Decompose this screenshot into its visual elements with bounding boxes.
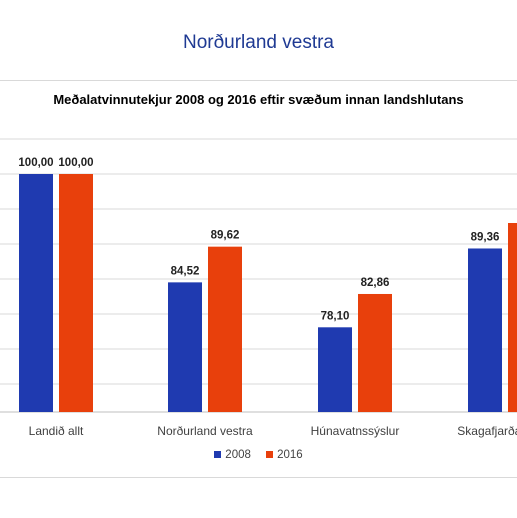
legend-item-2016: 2016 bbox=[266, 449, 303, 461]
category-labels: Landið allt Norðurland vestra Húnavatnssýs… bbox=[29, 424, 517, 438]
bar-2016-2 bbox=[358, 293, 392, 412]
legend-label-2008: 2008 bbox=[225, 449, 251, 461]
legend-swatch-2008 bbox=[214, 451, 222, 459]
category-label-1: Norðurland vestra bbox=[157, 424, 253, 438]
data-label-2016-2: 82,86 bbox=[361, 277, 390, 289]
data-label-2016-1: 89,62 bbox=[211, 230, 240, 242]
chart-frame bbox=[0, 80, 517, 518]
bar-2016-3 bbox=[508, 223, 517, 412]
legend: 2008 2016 bbox=[0, 449, 517, 461]
legend-swatch-2016 bbox=[266, 451, 274, 459]
category-label-3: Skagafjarðarsýsla bbox=[457, 424, 517, 438]
bar-2008-1 bbox=[168, 282, 202, 412]
category-label-0: Landið allt bbox=[29, 424, 84, 438]
bar-2008-0 bbox=[19, 174, 53, 412]
chart-title: Meðalatvinnutekjur 2008 og 2016 eftir sv… bbox=[53, 92, 464, 107]
legend-label-2016: 2016 bbox=[277, 449, 303, 461]
bar-2008-3 bbox=[468, 248, 502, 412]
page-title: Norðurland vestra bbox=[182, 32, 335, 53]
data-label-2008-0: 100,00 bbox=[18, 157, 53, 169]
data-label-2008-2: 78,10 bbox=[321, 310, 350, 322]
bar-2016-0 bbox=[59, 174, 93, 412]
data-label-2008-3: 89,36 bbox=[471, 231, 500, 243]
bottom-rule bbox=[0, 477, 517, 478]
data-label-2008-1: 84,52 bbox=[171, 265, 200, 277]
bar-2016-1 bbox=[208, 246, 242, 412]
data-label-2016-0: 100,00 bbox=[58, 157, 93, 169]
category-label-2: Húnavatnssýslur bbox=[311, 424, 400, 438]
bars bbox=[19, 174, 517, 412]
bar-2008-2 bbox=[318, 327, 352, 412]
legend-item-2008: 2008 bbox=[214, 449, 251, 461]
